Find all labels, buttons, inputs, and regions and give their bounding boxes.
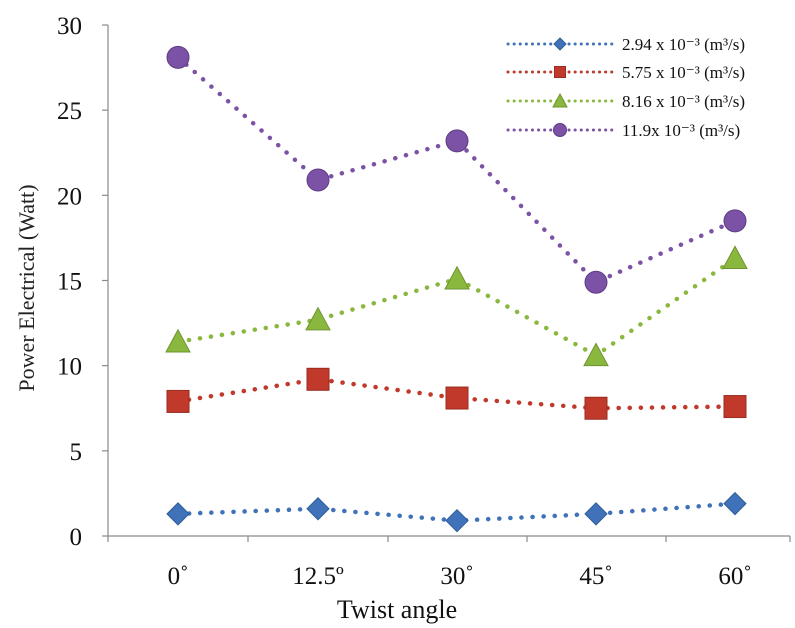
y-tick-label: 25 xyxy=(57,98,82,125)
data-point xyxy=(166,45,190,69)
series-line xyxy=(175,377,738,411)
y-tick-label: 0 xyxy=(70,524,83,551)
legend-marker xyxy=(553,37,567,51)
y-axis-title: Power Electrical (Watt) xyxy=(14,184,39,391)
x-axis-title: Twist angle xyxy=(337,595,457,624)
legend: 2.94 x 10⁻³ (m³/s) 5.75 x 10⁻³ (m³/s) 8.16… xyxy=(506,35,745,140)
legend-marker xyxy=(554,66,566,78)
data-point xyxy=(722,245,748,270)
data-point xyxy=(306,168,330,192)
legend-label: 11.9x 10⁻³ (m³/s) xyxy=(622,121,740,140)
data-point xyxy=(723,491,747,516)
series-3 xyxy=(165,245,748,367)
data-point xyxy=(445,386,469,410)
x-tick-label: 12.5º xyxy=(292,563,344,590)
legend-label: 5.75 x 10⁻³ (m³/s) xyxy=(622,63,745,82)
series-2 xyxy=(166,367,747,420)
data-point xyxy=(723,209,747,233)
data-point xyxy=(723,395,747,419)
x-tick-label: 0˚ xyxy=(168,563,189,590)
legend-label: 2.94 x 10⁻³ (m³/s) xyxy=(622,35,745,54)
y-tick-label: 20 xyxy=(57,183,82,210)
x-axis: 0˚ 12.5º 30˚ 45˚ 60˚ xyxy=(107,536,791,590)
data-point xyxy=(445,129,469,153)
legend-item: 8.16 x 10⁻³ (m³/s) xyxy=(506,92,745,111)
data-point xyxy=(445,508,469,533)
data-point xyxy=(306,367,330,391)
data-point xyxy=(584,502,608,526)
legend-item: 5.75 x 10⁻³ (m³/s) xyxy=(506,63,745,82)
x-tick-label: 45˚ xyxy=(579,563,612,590)
y-tick-label: 10 xyxy=(57,354,82,381)
data-point xyxy=(583,342,609,367)
legend-marker xyxy=(553,123,567,137)
legend-marker xyxy=(552,92,568,108)
y-tick-label: 15 xyxy=(57,269,82,296)
data-point xyxy=(305,306,331,331)
x-tick-label: 60˚ xyxy=(718,563,751,590)
data-point xyxy=(584,396,608,420)
y-axis: 0 5 10 15 20 25 30 xyxy=(57,13,108,551)
data-point xyxy=(306,497,330,521)
legend-item: 2.94 x 10⁻³ (m³/s) xyxy=(506,35,745,54)
data-point xyxy=(166,502,190,526)
series-line xyxy=(175,55,738,285)
x-tick-label: 30˚ xyxy=(440,563,473,590)
legend-label: 8.16 x 10⁻³ (m³/s) xyxy=(622,92,745,111)
y-tick-label: 5 xyxy=(70,439,83,466)
series-4 xyxy=(166,45,747,294)
legend-item: 11.9x 10⁻³ (m³/s) xyxy=(506,121,740,140)
series-1 xyxy=(166,491,747,533)
y-tick-label: 30 xyxy=(57,13,82,40)
data-point xyxy=(165,328,191,353)
series-layer xyxy=(165,45,748,533)
data-point xyxy=(584,270,608,294)
data-point xyxy=(166,389,190,413)
data-point xyxy=(444,265,470,290)
